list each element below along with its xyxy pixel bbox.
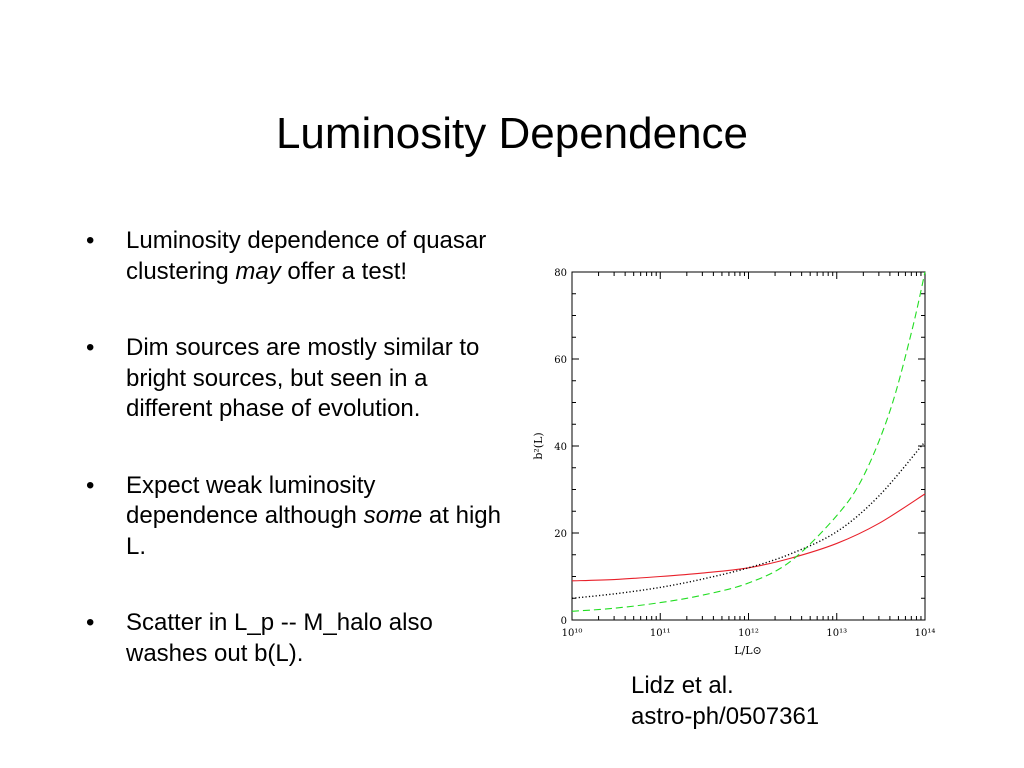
x-tick-label: 10¹² [738,628,759,639]
x-tick-label: 10¹³ [826,628,847,639]
bullet-emphasis: some [363,502,423,529]
bullet-item: • Scatter in L_p -- M_halo also washes ou… [86,608,506,669]
bias-luminosity-chart: 10¹⁰ 10¹¹ 10¹² 10¹³ 10¹⁴ 0 20 40 60 80 L/L⊙ b²(L) [532,268,936,657]
x-axis-label: L/L⊙ [734,644,762,657]
y-tick-label: 0 [561,616,567,627]
citation-authors: Lidz et al. [631,672,734,699]
bullet-text: Luminosity dependence of quasar clusteri… [126,227,487,285]
x-tick-label: 10¹⁰ [562,628,583,639]
bullet-emphasis: may [235,257,281,285]
bullet-item: • Expect weak luminosity dependence altho… [86,471,506,563]
citation-reference: astro-ph/0507361 [631,703,820,730]
y-tick-label: 20 [554,529,567,540]
bullet-text: Scatter in L_p -- M_halo also washes out… [126,609,433,667]
y-tick-label: 80 [554,268,567,279]
series-line-solid [571,493,926,582]
bullet-dot: • [86,609,95,636]
bullet-dot: • [86,334,95,361]
x-tick-label: 10¹¹ [650,628,671,639]
bullet-item: • Dim sources are mostly similar to brigh… [86,333,506,425]
y-tick-label: 40 [554,442,567,453]
series-line-dotted [571,441,926,599]
slide-title: Luminosity Dependence [275,109,749,158]
bullet-text: offer a test! [280,257,408,285]
y-tick-label: 60 [554,355,567,366]
x-tick-label: 10¹⁴ [915,628,936,639]
bullet-list: • Luminosity dependence of quasar cluster… [86,226,506,669]
y-axis-label: b²(L) [532,432,545,459]
bullet-text: at high L. [126,502,501,560]
bullet-text: Dim sources are mostly similar to bright… [126,334,480,422]
bullet-dot: • [86,227,95,254]
bullet-dot: • [86,471,95,499]
bullet-text: Expect weak luminosity dependence althou… [126,471,376,530]
bullet-item: • Luminosity dependence of quasar cluster… [86,226,506,287]
citation: Lidz et al. astro-ph/0507361 [631,670,819,732]
series-line-dashed [571,271,926,612]
